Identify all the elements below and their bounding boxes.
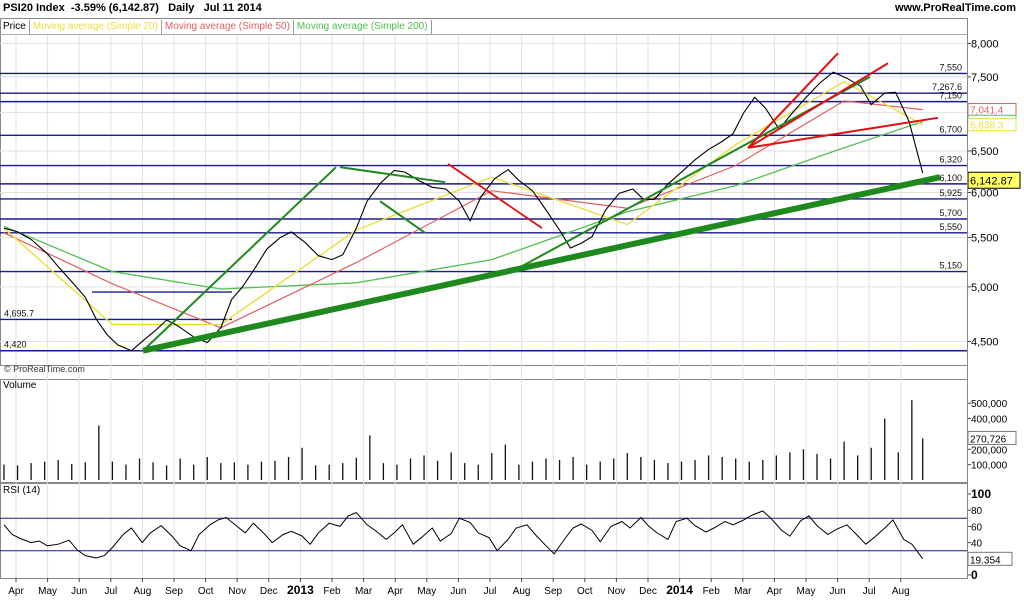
month-label: Jun	[830, 586, 846, 597]
level-label: 7,150	[939, 91, 962, 101]
trend-line-green	[339, 166, 446, 184]
price-tick-label: 5,500	[971, 233, 999, 245]
volume-panel-frame	[0, 379, 968, 483]
level-label: 4,420	[4, 340, 27, 350]
header-left: PSI20 Index -3.59% (6,142.87) Daily Jul …	[3, 2, 262, 14]
month-label: Apr	[767, 586, 783, 597]
level-label: 5,150	[939, 261, 962, 271]
rsi-tick-label: 100	[971, 487, 991, 501]
price-tick-label: 6,500	[971, 146, 999, 158]
ma-value-label: 6,838.3	[970, 121, 1004, 132]
price-tick-label: 6,000	[971, 187, 999, 199]
site-link[interactable]: www.ProRealTime.com	[894, 2, 1016, 14]
level-label: 4,695.7	[4, 308, 34, 318]
instrument-title: PSI20 Index	[3, 2, 65, 14]
level-label: 6,320	[939, 155, 962, 165]
last-price-label: 6,142.87	[970, 175, 1013, 187]
level-label: 7,267.6	[932, 82, 962, 92]
month-label: Nov	[228, 586, 246, 597]
watermark: © ProRealTime.com	[4, 364, 85, 374]
level-label: 5,925	[939, 188, 962, 198]
level-label: 5,550	[939, 222, 962, 232]
indicator-legend: Price Moving average (Simple 20) Moving …	[0, 20, 432, 34]
ma50-line	[3, 100, 923, 329]
trend-line-red	[747, 116, 939, 149]
volume-panel-title: Volume	[3, 380, 37, 391]
rsi-tick-label: 40	[971, 539, 983, 550]
level-label: 6,100	[939, 173, 962, 183]
month-label: Nov	[608, 586, 626, 597]
volume-tick-label: 500,000	[971, 399, 1008, 410]
price-tick-label: 4,500	[971, 336, 999, 348]
trend-line-red	[447, 163, 543, 229]
month-label: 2013	[287, 583, 314, 597]
month-label: Jul	[863, 586, 876, 597]
period-label: Daily	[168, 2, 195, 14]
month-label: Apr	[8, 586, 24, 597]
price-line	[3, 71, 924, 352]
month-label: May	[797, 586, 816, 597]
month-label: Jun	[71, 586, 87, 597]
rsi-panel-frame	[0, 483, 968, 579]
trend-line-red	[747, 62, 889, 149]
price-tick-label: 7,500	[971, 72, 999, 84]
month-label: Oct	[198, 586, 214, 597]
month-label: Mar	[734, 586, 752, 597]
trend-line-green	[379, 200, 426, 234]
month-label: Feb	[703, 586, 721, 597]
price-tick-label: 5,000	[971, 282, 999, 294]
legend-ma200[interactable]: Moving average (Simple 200)	[294, 20, 432, 34]
month-label: Aug	[513, 586, 531, 597]
date-label: Jul 11 2014	[203, 2, 262, 14]
month-label: Sep	[165, 586, 183, 597]
level-label: 5,700	[939, 208, 962, 218]
rsi-last-label: 19.354	[970, 555, 1001, 566]
rsi-tick-label: 0	[971, 568, 978, 582]
price-tick-label: 8,000	[971, 38, 999, 50]
rsi-tick-label: 60	[971, 522, 983, 533]
month-label: Sep	[544, 586, 562, 597]
legend-ma50[interactable]: Moving average (Simple 50)	[162, 20, 294, 34]
level-label: 6,700	[939, 124, 962, 134]
volume-tick-label: 100,000	[971, 461, 1008, 472]
price-change: -3.59% (6,142.87)	[70, 2, 159, 14]
major-uptrend-line	[142, 174, 941, 354]
volume-tick-label: 400,000	[971, 415, 1008, 426]
month-label: May	[38, 586, 57, 597]
legend-price[interactable]: Price	[0, 20, 30, 34]
trend-line-red	[747, 52, 839, 149]
month-label: May	[417, 586, 436, 597]
legend-ma20[interactable]: Moving average (Simple 20)	[30, 20, 162, 34]
month-label: Dec	[260, 586, 278, 597]
month-label: Dec	[639, 586, 657, 597]
month-label: 2014	[666, 583, 693, 597]
month-label: Jul	[484, 586, 497, 597]
month-label: Apr	[387, 586, 403, 597]
month-label: Jun	[450, 586, 466, 597]
month-label: Feb	[323, 586, 341, 597]
month-label: Aug	[134, 586, 152, 597]
month-label: Jul	[104, 586, 117, 597]
rsi-tick-label: 80	[971, 506, 983, 517]
rsi-line	[3, 510, 924, 560]
ma200-line	[3, 120, 923, 290]
rsi-panel-title: RSI (14)	[3, 485, 41, 496]
ma20-line	[3, 80, 924, 326]
ma-value-label: 7,041.4	[970, 106, 1004, 117]
volume-last-label: 270,726	[970, 434, 1007, 445]
level-label: 7,550	[939, 62, 962, 72]
volume-tick-label: 200,000	[971, 445, 1008, 456]
month-label: Oct	[577, 586, 593, 597]
month-label: Mar	[355, 586, 373, 597]
month-label: Aug	[892, 586, 910, 597]
trend-line-green	[142, 166, 337, 352]
